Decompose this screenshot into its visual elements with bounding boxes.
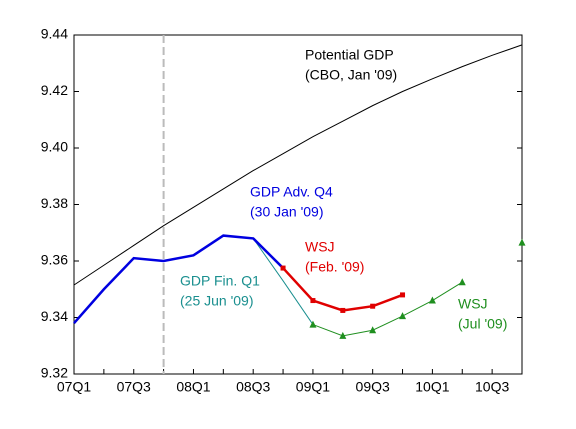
- x-tick-label: 08Q3: [236, 379, 270, 395]
- x-tick-label: 08Q1: [176, 379, 210, 395]
- x-tick-label: 07Q1: [57, 379, 91, 395]
- y-tick-label: 9.32: [41, 365, 68, 381]
- annotation: GDP Adv. Q4: [250, 184, 333, 200]
- annotation: (Jul '09): [458, 316, 507, 332]
- marker: [518, 238, 526, 246]
- marker: [369, 326, 377, 334]
- annotation: WSJ: [305, 239, 335, 255]
- marker: [340, 307, 346, 313]
- marker: [370, 303, 376, 309]
- y-tick-label: 9.34: [41, 308, 68, 324]
- marker: [428, 296, 436, 304]
- annotation: GDP Fin. Q1: [180, 273, 260, 289]
- x-tick-label: 10Q1: [415, 379, 449, 395]
- x-tick-label: 09Q1: [296, 379, 330, 395]
- marker: [310, 298, 316, 304]
- marker: [458, 278, 466, 286]
- x-tick-label: 09Q3: [356, 379, 390, 395]
- annotation: WSJ: [458, 296, 488, 312]
- y-tick-label: 9.40: [41, 139, 68, 155]
- marker: [400, 292, 406, 298]
- marker: [399, 312, 407, 320]
- annotation: (CBO, Jan '09): [305, 67, 397, 83]
- series-line: [252, 238, 314, 325]
- y-tick-label: 9.36: [41, 252, 68, 268]
- y-tick-label: 9.42: [41, 82, 68, 98]
- marker: [339, 331, 347, 339]
- series-line: [73, 44, 523, 286]
- marker: [280, 265, 286, 271]
- series-line: [73, 234, 284, 324]
- y-tick-label: 9.38: [41, 195, 68, 211]
- x-tick-label: 10Q3: [475, 379, 509, 395]
- marker: [309, 320, 317, 328]
- annotation: (25 Jun '09): [180, 293, 254, 309]
- y-tick-label: 9.44: [41, 26, 68, 42]
- annotation: Potential GDP: [305, 47, 394, 63]
- annotation: (Feb. '09): [305, 259, 364, 275]
- annotation: (30 Jan '09): [250, 204, 324, 220]
- x-tick-label: 07Q3: [117, 379, 151, 395]
